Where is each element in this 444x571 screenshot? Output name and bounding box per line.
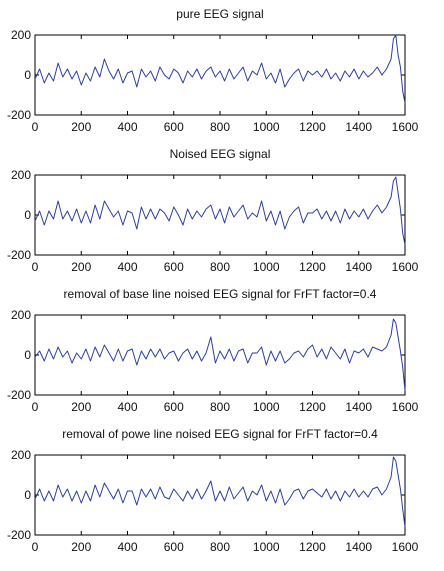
x-tick-label: 0 xyxy=(32,540,39,554)
x-tick-label: 800 xyxy=(210,120,230,134)
chart-panel-1: pure EEG signal 0 200 400 600 800 1000 1200 1400… xyxy=(7,7,419,134)
chart-title: removal of base line noised EEG signal f… xyxy=(64,287,377,301)
chart-title: pure EEG signal xyxy=(176,7,263,21)
x-tick-label: 1000 xyxy=(253,540,280,554)
x-tick-label: 200 xyxy=(71,120,91,134)
x-tick-label: 200 xyxy=(71,540,91,554)
plot-frame xyxy=(34,454,406,536)
eeg-signal-line xyxy=(34,318,406,392)
y-tick-label: -200 xyxy=(7,108,31,122)
eeg-signal-line xyxy=(34,456,406,528)
y-tick-label: 0 xyxy=(24,348,31,362)
y-tick-label: 0 xyxy=(24,488,31,502)
x-tick-label: 400 xyxy=(117,540,137,554)
x-tick-label: 400 xyxy=(117,120,137,134)
x-tick-label: 1000 xyxy=(253,400,280,414)
x-tick-label: 1200 xyxy=(299,260,326,274)
x-tick-label: 1000 xyxy=(253,260,280,274)
x-tick-label: 1400 xyxy=(345,540,372,554)
y-tick-label: -200 xyxy=(7,528,31,542)
x-tick-label: 1400 xyxy=(345,120,372,134)
eeg-signal-line xyxy=(34,176,406,246)
x-tick-label: 1600 xyxy=(392,540,419,554)
x-tick-label: 1200 xyxy=(299,120,326,134)
x-tick-label: 0 xyxy=(32,260,39,274)
y-tick-label: 200 xyxy=(11,308,31,322)
x-tick-label: 1200 xyxy=(299,540,326,554)
x-tick-label: 1200 xyxy=(299,400,326,414)
x-tick-label: 600 xyxy=(164,120,184,134)
y-tick-label: 0 xyxy=(24,208,31,222)
x-tick-label: 800 xyxy=(210,260,230,274)
y-tick-label: 0 xyxy=(24,68,31,82)
x-tick-label: 0 xyxy=(32,120,39,134)
x-tick-label: 0 xyxy=(32,400,39,414)
x-tick-label: 200 xyxy=(71,400,91,414)
x-tick-label: 1400 xyxy=(345,260,372,274)
chart-panel-4: removal of powe line noised EEG signal f… xyxy=(7,427,419,554)
y-tick-label: -200 xyxy=(7,388,31,402)
x-tick-label: 800 xyxy=(210,400,230,414)
chart-panel-3: removal of base line noised EEG signal f… xyxy=(7,287,419,414)
x-tick-label: 400 xyxy=(117,400,137,414)
plot-frame xyxy=(34,174,406,256)
y-tick-label: 200 xyxy=(11,28,31,42)
x-tick-label: 600 xyxy=(164,260,184,274)
chart-panel-2: Noised EEG signal 0 200 400 600 800 1000 1200 14… xyxy=(7,147,419,274)
chart-title: Noised EEG signal xyxy=(170,147,271,161)
y-tick-label: 200 xyxy=(11,448,31,462)
x-tick-label: 800 xyxy=(210,540,230,554)
x-tick-label: 400 xyxy=(117,260,137,274)
eeg-signal-line xyxy=(34,34,406,104)
y-tick-label: 200 xyxy=(11,168,31,182)
plot-frame xyxy=(34,314,406,396)
y-tick-label: -200 xyxy=(7,248,31,262)
x-tick-label: 600 xyxy=(164,540,184,554)
plot-frame xyxy=(34,34,406,116)
x-tick-label: 1600 xyxy=(392,260,419,274)
x-tick-label: 1400 xyxy=(345,400,372,414)
x-tick-label: 200 xyxy=(71,260,91,274)
x-tick-label: 1600 xyxy=(392,120,419,134)
x-tick-label: 600 xyxy=(164,400,184,414)
x-tick-label: 1600 xyxy=(392,400,419,414)
chart-title: removal of powe line noised EEG signal f… xyxy=(62,427,378,441)
x-tick-label: 1000 xyxy=(253,120,280,134)
